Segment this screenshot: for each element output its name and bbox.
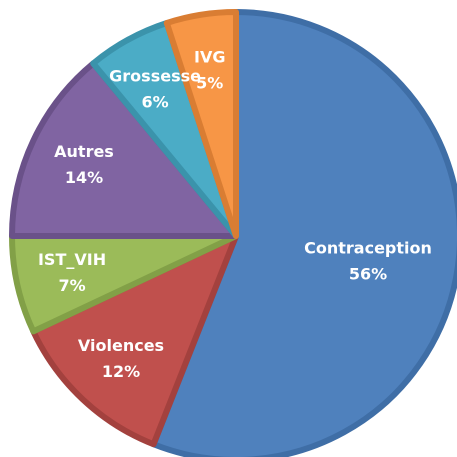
- pie-slice: [9, 60, 239, 239]
- slice-value-label: 12%: [102, 362, 140, 381]
- slice-label: Violences: [78, 336, 164, 355]
- slice-value-label: 5%: [196, 74, 223, 93]
- slice-label: Contraception: [304, 239, 432, 258]
- slice-label: Grossesse: [109, 66, 201, 85]
- pie-slice: [30, 233, 239, 448]
- slice-value-label: 14%: [65, 168, 103, 187]
- slice-label: IVG: [194, 48, 225, 67]
- pie-slice: [163, 9, 239, 239]
- slice-value-label: 56%: [349, 265, 387, 284]
- slice-label: Autres: [54, 142, 114, 161]
- slice-label: IST_VIH: [38, 250, 106, 269]
- slice-value-label: 6%: [141, 92, 168, 111]
- pie-slice: [150, 9, 457, 457]
- slice-value-label: 7%: [58, 276, 85, 295]
